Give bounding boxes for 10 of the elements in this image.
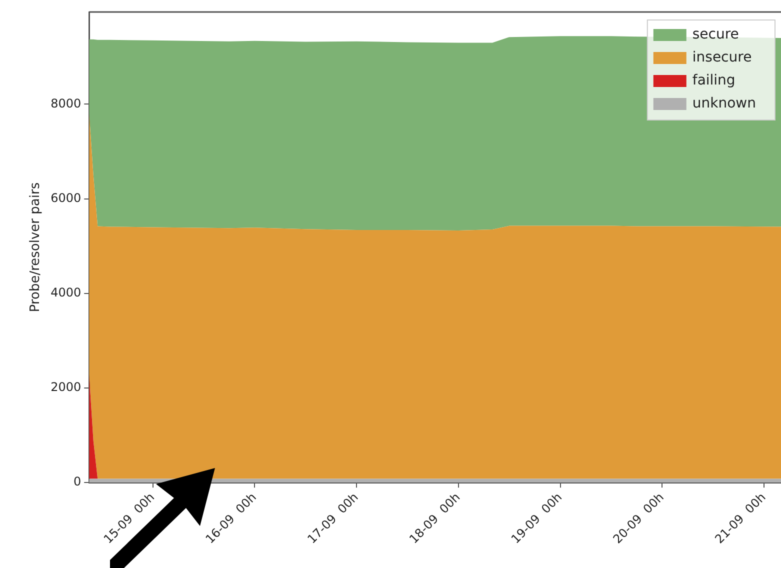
legend-label: secure <box>692 26 739 43</box>
legend-label: unknown <box>692 96 756 112</box>
legend-label: insecure <box>692 50 752 66</box>
y-axis-title: Probe/resolver pairs <box>28 182 44 312</box>
y-tick-label: 4000 <box>50 286 82 300</box>
y-tick-label: 0 <box>74 474 82 489</box>
y-tick-label: 8000 <box>50 96 82 110</box>
y-tick-label: 2000 <box>50 380 82 394</box>
y-tick-label: 6000 <box>50 190 82 205</box>
legend-label: failing <box>692 72 736 89</box>
